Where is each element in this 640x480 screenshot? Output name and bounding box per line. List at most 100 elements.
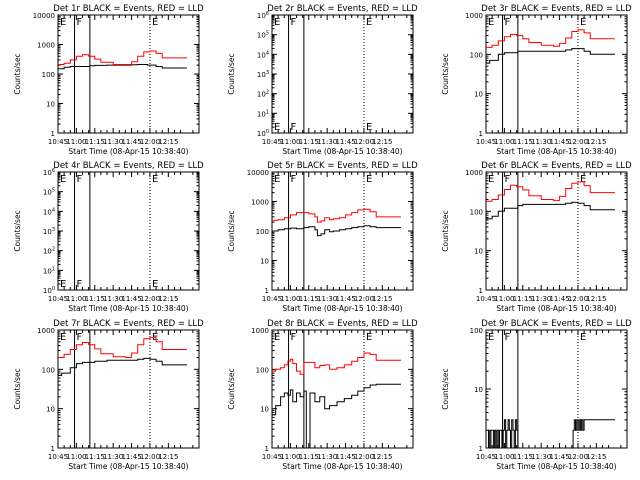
plot-frame (57, 14, 200, 134)
marker-label-e-left: E (488, 17, 494, 28)
marker-label-e-bottom-left: E (274, 122, 280, 133)
y-axis-label: Counts/sec (227, 368, 236, 409)
y-tick-label: 102 (257, 90, 269, 99)
marker-label-e-left: E (60, 174, 66, 185)
x-tick-label: 11:15 (513, 453, 533, 461)
plot-frame (271, 171, 414, 291)
series-lld-line (272, 352, 401, 375)
plot-frame (271, 14, 414, 134)
x-tick-label: 11:00 (66, 453, 86, 461)
x-tick-label: 10:45 (476, 138, 496, 146)
x-tick-label: 11:15 (85, 138, 105, 146)
panel-det-6: Det 6r BLACK = Events, RED = LLD10:4511:… (441, 161, 632, 313)
x-tick-label: 10:45 (262, 453, 282, 461)
x-tick-label: 12:00 (568, 138, 588, 146)
marker-label-e-left: E (488, 174, 494, 185)
panel-det-8: Det 8r BLACK = Events, RED = LLD10:4511:… (227, 319, 418, 471)
x-tick-label: 12:00 (568, 295, 588, 303)
marker-label-e: E (366, 332, 372, 343)
y-tick-label: 10 (46, 406, 55, 414)
x-tick-label: 11:00 (66, 138, 86, 146)
panel-title: Det 2r BLACK = Events, RED = LLD (267, 4, 418, 14)
marker-label-f: F (291, 17, 297, 28)
x-tick-label: 11:15 (85, 453, 105, 461)
marker-label-f: F (77, 17, 83, 28)
y-tick-label: 100 (42, 71, 55, 79)
x-axis-label: Start Time (08-Apr-15 10:38:40) (496, 304, 616, 313)
y-tick-label: 104 (43, 207, 55, 216)
x-tick-label: 10:45 (48, 138, 68, 146)
x-tick-label: 11:30 (317, 138, 337, 146)
marker-label-e: E (152, 17, 158, 28)
y-tick-label: 1 (51, 445, 55, 453)
x-tick-label: 11:45 (549, 138, 569, 146)
x-axis-label: Start Time (08-Apr-15 10:38:40) (68, 304, 188, 313)
y-tick-label: 1 (479, 445, 483, 453)
y-tick-label: 1000 (37, 42, 55, 50)
x-tick-label: 11:45 (121, 453, 141, 461)
x-tick-label: 12:15 (372, 453, 392, 461)
marker-label-e-left: E (274, 17, 280, 28)
y-tick-label: 10 (474, 248, 483, 256)
marker-label-f: F (291, 332, 297, 343)
x-tick-label: 10:45 (476, 453, 496, 461)
marker-label-e: E (580, 332, 586, 343)
y-axis-label: Counts/sec (441, 53, 450, 94)
y-tick-label: 100 (257, 129, 269, 138)
y-tick-label: 101 (43, 266, 55, 275)
x-tick-label: 11:00 (66, 295, 86, 303)
marker-label-f: F (291, 174, 297, 185)
x-tick-label: 12:00 (140, 295, 160, 303)
marker-label-e-left: E (60, 17, 66, 28)
series-lld-line (486, 29, 615, 48)
y-tick-label: 106 (257, 11, 269, 20)
plot-frame (485, 171, 628, 291)
marker-label-e-bottom: E (366, 122, 372, 133)
y-tick-label: 10 (474, 91, 483, 99)
marker-label-e-left: E (60, 332, 66, 343)
marker-label-e: E (366, 174, 372, 185)
panel-det-5: Det 5r BLACK = Events, RED = LLD10:4511:… (227, 161, 418, 313)
series-events-line (486, 48, 615, 64)
panel-det-4: Det 4r BLACK = Events, RED = LLD10:4511:… (13, 161, 204, 313)
y-tick-label: 1 (51, 130, 55, 138)
series-lld-line (58, 337, 187, 358)
x-tick-label: 11:45 (121, 138, 141, 146)
y-tick-label: 100 (256, 366, 269, 374)
x-tick-label: 12:15 (586, 138, 606, 146)
marker-label-e: E (366, 17, 372, 28)
y-tick-label: 100 (43, 286, 55, 295)
marker-label-e: E (152, 174, 158, 185)
x-axis-label: Start Time (08-Apr-15 10:38:40) (496, 462, 616, 471)
x-tick-label: 12:15 (372, 138, 392, 146)
y-tick-label: 103 (257, 70, 269, 79)
series-events-line (272, 383, 401, 449)
x-tick-label: 11:30 (531, 453, 551, 461)
x-tick-label: 11:45 (335, 138, 355, 146)
y-tick-label: 10000 (247, 169, 269, 177)
marker-label-e: E (580, 174, 586, 185)
y-tick-label: 100 (256, 228, 269, 236)
marker-label-e-left: E (274, 174, 280, 185)
x-tick-label: 11:30 (103, 138, 123, 146)
x-tick-label: 12:00 (354, 295, 374, 303)
x-tick-label: 11:45 (549, 453, 569, 461)
y-tick-label: 1000 (465, 12, 483, 20)
x-tick-label: 11:15 (85, 295, 105, 303)
x-tick-label: 11:30 (531, 295, 551, 303)
marker-label-f-bottom: F (291, 122, 297, 133)
x-tick-label: 11:15 (299, 295, 319, 303)
y-tick-label: 10 (46, 101, 55, 109)
x-tick-label: 12:00 (354, 453, 374, 461)
plot-frame (57, 171, 200, 291)
x-tick-label: 12:15 (586, 453, 606, 461)
x-tick-label: 12:00 (354, 138, 374, 146)
x-tick-label: 12:00 (140, 138, 160, 146)
x-tick-label: 11:00 (280, 138, 300, 146)
panel-title: Det 4r BLACK = Events, RED = LLD (53, 161, 204, 171)
x-tick-label: 11:15 (513, 138, 533, 146)
x-tick-label: 12:15 (158, 295, 178, 303)
x-tick-label: 11:15 (513, 295, 533, 303)
x-axis-label: Start Time (08-Apr-15 10:38:40) (496, 147, 616, 156)
